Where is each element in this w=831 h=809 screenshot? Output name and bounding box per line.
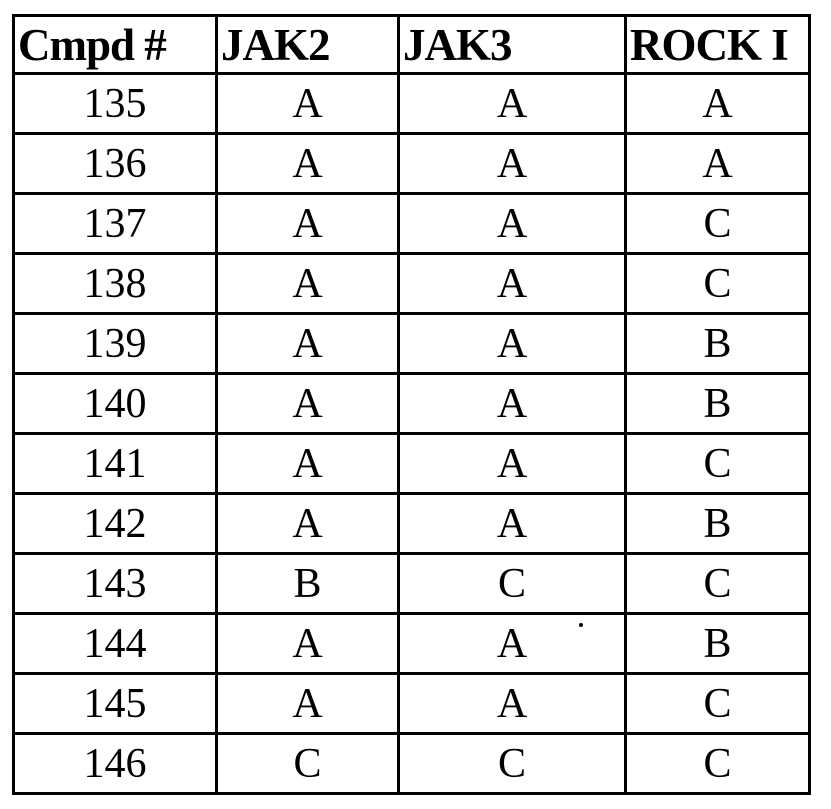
cell-cmpd: 138 (12, 252, 218, 315)
cell-cmpd: 143 (12, 552, 218, 615)
table-row: 140 A A B (12, 372, 811, 435)
table-row: 142 A A B (12, 492, 811, 555)
cell-jak3: C (397, 552, 627, 615)
scan-speck (579, 623, 583, 627)
cell-jak3: A (397, 372, 627, 435)
cell-cmpd: 137 (12, 192, 218, 255)
kinase-activity-table: Cmpd # JAK2 JAK3 ROCK I 135 A A A 136 A A A 137 A… (12, 14, 811, 795)
cell-cmpd: 141 (12, 432, 218, 495)
cell-rock1: C (624, 552, 811, 615)
cell-jak3: A (397, 192, 627, 255)
cell-rock1: B (624, 312, 811, 375)
cell-jak3: A (397, 252, 627, 315)
cell-jak3: A (397, 612, 627, 675)
header-rock1: ROCK I (624, 14, 811, 75)
cell-jak3: A (397, 72, 627, 135)
cell-cmpd: 139 (12, 312, 218, 375)
cell-jak2: A (215, 372, 400, 435)
cell-jak2: B (215, 552, 400, 615)
cell-cmpd: 146 (12, 732, 218, 795)
header-jak3: JAK3 (397, 14, 627, 75)
cell-rock1: C (624, 672, 811, 735)
cell-cmpd: 142 (12, 492, 218, 555)
cell-jak3: C (397, 732, 627, 795)
cell-rock1: A (624, 132, 811, 195)
cell-cmpd: 145 (12, 672, 218, 735)
cell-rock1: B (624, 612, 811, 675)
cell-rock1: A (624, 72, 811, 135)
cell-jak2: A (215, 492, 400, 555)
table-row: 139 A A B (12, 312, 811, 375)
table-row: 141 A A C (12, 432, 811, 495)
cell-cmpd: 140 (12, 372, 218, 435)
header-row: Cmpd # JAK2 JAK3 ROCK I (12, 14, 811, 75)
cell-jak2: A (215, 252, 400, 315)
table-row: 136 A A A (12, 132, 811, 195)
cell-jak3: A (397, 312, 627, 375)
header-cmpd: Cmpd # (12, 14, 218, 75)
table-body: 135 A A A 136 A A A 137 A A C 138 A A C 139 A A B 140 A A B 141 A… (12, 72, 811, 795)
cell-rock1: B (624, 372, 811, 435)
cell-rock1: B (624, 492, 811, 555)
cell-jak2: A (215, 132, 400, 195)
table-row: 146 C C C (12, 732, 811, 795)
cell-cmpd: 135 (12, 72, 218, 135)
table-row: 145 A A C (12, 672, 811, 735)
cell-cmpd: 136 (12, 132, 218, 195)
cell-jak2: A (215, 432, 400, 495)
table-row: 144 A A B (12, 612, 811, 675)
cell-jak2: A (215, 312, 400, 375)
table-row: 135 A A A (12, 72, 811, 135)
cell-jak2: C (215, 732, 400, 795)
cell-cmpd: 144 (12, 612, 218, 675)
table-row: 138 A A C (12, 252, 811, 315)
table-row: 137 A A C (12, 192, 811, 255)
cell-rock1: C (624, 192, 811, 255)
table-row: 143 B C C (12, 552, 811, 615)
cell-rock1: C (624, 432, 811, 495)
cell-jak3: A (397, 672, 627, 735)
cell-jak3: A (397, 132, 627, 195)
cell-rock1: C (624, 252, 811, 315)
cell-jak3: A (397, 432, 627, 495)
cell-jak2: A (215, 612, 400, 675)
header-jak2: JAK2 (215, 14, 400, 75)
cell-jak2: A (215, 192, 400, 255)
cell-rock1: C (624, 732, 811, 795)
cell-jak2: A (215, 672, 400, 735)
cell-jak2: A (215, 72, 400, 135)
cell-jak3: A (397, 492, 627, 555)
